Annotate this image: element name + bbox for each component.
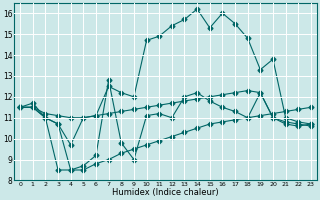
X-axis label: Humidex (Indice chaleur): Humidex (Indice chaleur) (112, 188, 219, 197)
